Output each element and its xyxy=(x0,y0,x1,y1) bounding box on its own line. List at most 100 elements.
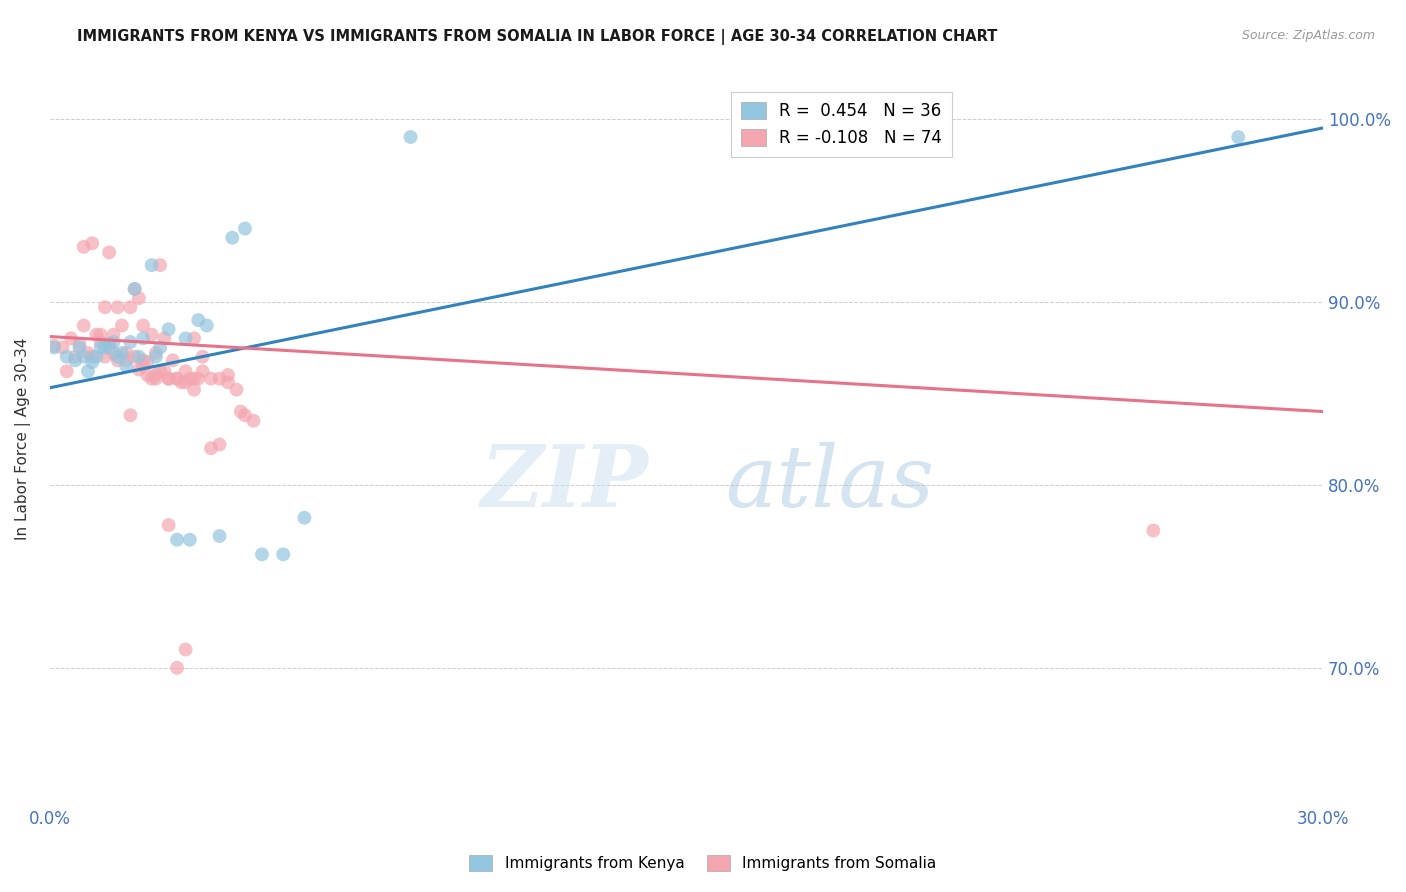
Legend: Immigrants from Kenya, Immigrants from Somalia: Immigrants from Kenya, Immigrants from S… xyxy=(464,849,942,877)
Point xyxy=(82,236,104,251)
Point xyxy=(115,353,138,368)
Point xyxy=(217,368,239,382)
Point xyxy=(103,334,125,349)
Point xyxy=(179,533,201,547)
Point xyxy=(157,371,180,385)
Point xyxy=(149,364,172,378)
Point xyxy=(136,368,159,382)
Point xyxy=(82,355,104,369)
Point xyxy=(200,371,222,385)
Point xyxy=(166,661,188,675)
Point xyxy=(399,130,422,145)
Point xyxy=(98,336,121,351)
Point xyxy=(208,437,231,451)
Point xyxy=(153,364,176,378)
Point xyxy=(90,341,112,355)
Point xyxy=(233,409,256,423)
Point xyxy=(94,350,117,364)
Point xyxy=(90,334,112,349)
Point xyxy=(107,350,129,364)
Point xyxy=(124,282,146,296)
Point xyxy=(111,346,134,360)
Point xyxy=(73,350,96,364)
Point xyxy=(141,258,163,272)
Legend: R =  0.454   N = 36, R = -0.108   N = 74: R = 0.454 N = 36, R = -0.108 N = 74 xyxy=(731,92,952,157)
Point xyxy=(69,341,91,355)
Point xyxy=(217,376,239,390)
Point xyxy=(42,339,65,353)
Point xyxy=(63,350,86,364)
Point xyxy=(128,362,150,376)
Point xyxy=(157,371,180,385)
Point xyxy=(145,368,167,382)
Point xyxy=(103,327,125,342)
Point xyxy=(145,350,167,364)
Point xyxy=(77,364,100,378)
Point xyxy=(221,230,243,244)
Point xyxy=(128,350,150,364)
Point xyxy=(233,221,256,235)
Point xyxy=(157,322,180,336)
Point xyxy=(73,240,96,254)
Point xyxy=(271,547,294,561)
Point xyxy=(195,318,218,333)
Text: ZIP: ZIP xyxy=(481,442,648,524)
Point xyxy=(153,331,176,345)
Point xyxy=(136,355,159,369)
Point xyxy=(141,327,163,342)
Point xyxy=(225,383,247,397)
Point xyxy=(77,346,100,360)
Point xyxy=(86,327,108,342)
Point xyxy=(132,331,155,345)
Point xyxy=(187,313,209,327)
Point xyxy=(111,318,134,333)
Point xyxy=(1227,130,1250,145)
Point xyxy=(120,334,142,349)
Point xyxy=(229,404,252,418)
Point xyxy=(98,341,121,355)
Point xyxy=(107,300,129,314)
Point xyxy=(162,353,184,368)
Point xyxy=(132,359,155,373)
Point xyxy=(179,371,201,385)
Point xyxy=(294,510,316,524)
Point xyxy=(94,300,117,314)
Point xyxy=(132,318,155,333)
Point xyxy=(200,441,222,455)
Point xyxy=(42,341,65,355)
Point xyxy=(124,350,146,364)
Point xyxy=(183,371,205,385)
Point xyxy=(174,376,197,390)
Point xyxy=(183,331,205,345)
Point xyxy=(183,383,205,397)
Point xyxy=(55,350,77,364)
Point xyxy=(174,331,197,345)
Point xyxy=(208,529,231,543)
Point xyxy=(250,547,273,561)
Point xyxy=(170,376,193,390)
Point xyxy=(166,533,188,547)
Point xyxy=(94,341,117,355)
Point xyxy=(115,359,138,373)
Point xyxy=(103,346,125,360)
Point xyxy=(174,642,197,657)
Point xyxy=(132,353,155,368)
Point xyxy=(141,371,163,385)
Point xyxy=(107,353,129,368)
Point xyxy=(208,371,231,385)
Point xyxy=(149,341,172,355)
Y-axis label: In Labor Force | Age 30-34: In Labor Force | Age 30-34 xyxy=(15,338,31,541)
Point xyxy=(73,318,96,333)
Text: IMMIGRANTS FROM KENYA VS IMMIGRANTS FROM SOMALIA IN LABOR FORCE | AGE 30-34 CORR: IMMIGRANTS FROM KENYA VS IMMIGRANTS FROM… xyxy=(77,29,998,45)
Point xyxy=(69,336,91,351)
Text: atlas: atlas xyxy=(724,442,934,524)
Point xyxy=(128,291,150,305)
Point xyxy=(145,346,167,360)
Point xyxy=(145,371,167,385)
Point xyxy=(191,364,214,378)
Point xyxy=(86,350,108,364)
Point xyxy=(98,245,121,260)
Point xyxy=(90,327,112,342)
Point xyxy=(191,350,214,364)
Point xyxy=(187,371,209,385)
